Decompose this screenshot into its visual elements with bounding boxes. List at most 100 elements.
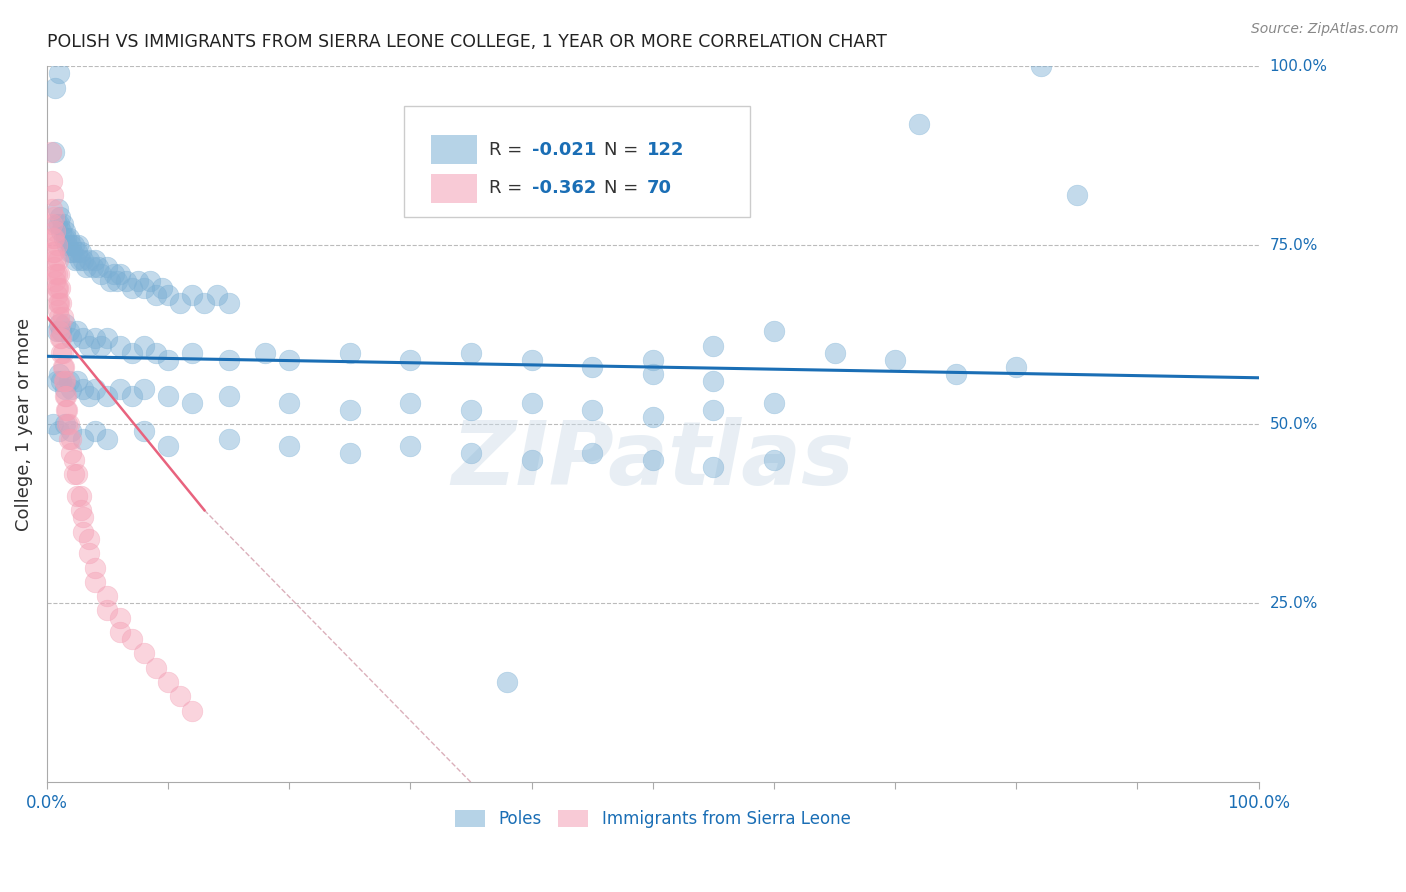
- Point: [69, 245, 91, 260]
- Point: [762, 396, 785, 410]
- Point: [762, 324, 785, 338]
- Point: [52, 359, 75, 374]
- Point: [59, 245, 82, 260]
- Point: [55, 231, 77, 245]
- Point: [53, 375, 76, 389]
- Point: [157, 675, 180, 690]
- Point: [44, 231, 66, 245]
- Point: [127, 274, 149, 288]
- Point: [96, 603, 118, 617]
- Point: [51, 224, 73, 238]
- Point: [278, 396, 301, 410]
- Point: [44, 245, 66, 260]
- Point: [45, 217, 67, 231]
- Point: [108, 338, 131, 352]
- Point: [103, 267, 125, 281]
- Point: [145, 345, 167, 359]
- Point: [1029, 59, 1052, 73]
- Point: [460, 345, 482, 359]
- Point: [63, 252, 86, 267]
- Point: [762, 453, 785, 467]
- Point: [66, 245, 89, 260]
- Point: [42, 245, 65, 260]
- Text: 75.0%: 75.0%: [1270, 238, 1317, 252]
- Point: [108, 267, 131, 281]
- Point: [48, 267, 70, 281]
- Point: [278, 439, 301, 453]
- Point: [48, 367, 70, 381]
- Point: [52, 359, 75, 374]
- Legend: Poles, Immigrants from Sierra Leone: Poles, Immigrants from Sierra Leone: [449, 804, 858, 835]
- Point: [56, 238, 79, 252]
- Point: [84, 382, 107, 396]
- Point: [96, 589, 118, 603]
- Point: [60, 331, 83, 345]
- Point: [399, 439, 422, 453]
- Point: [69, 489, 91, 503]
- Point: [45, 324, 67, 338]
- Point: [53, 389, 76, 403]
- Point: [48, 295, 70, 310]
- Point: [58, 231, 80, 245]
- Point: [253, 345, 276, 359]
- Text: 70: 70: [647, 179, 672, 197]
- Point: [132, 338, 155, 352]
- Point: [46, 302, 69, 317]
- Text: 50.0%: 50.0%: [1270, 417, 1317, 432]
- Point: [51, 324, 73, 338]
- Y-axis label: College, 1 year or more: College, 1 year or more: [15, 318, 32, 531]
- Point: [49, 210, 72, 224]
- Point: [908, 117, 931, 131]
- Point: [44, 80, 66, 95]
- Text: 25.0%: 25.0%: [1270, 596, 1317, 611]
- Point: [218, 352, 240, 367]
- Point: [49, 331, 72, 345]
- Point: [67, 238, 90, 252]
- Point: [181, 704, 204, 718]
- Point: [69, 252, 91, 267]
- Point: [42, 231, 65, 245]
- Point: [105, 274, 128, 288]
- FancyBboxPatch shape: [405, 105, 749, 217]
- Point: [79, 389, 101, 403]
- Point: [824, 345, 846, 359]
- Text: N =: N =: [605, 179, 644, 197]
- Text: ZIPatlas: ZIPatlas: [451, 417, 855, 504]
- Point: [181, 288, 204, 302]
- Point: [72, 252, 94, 267]
- Text: -0.021: -0.021: [531, 141, 596, 159]
- Point: [79, 546, 101, 560]
- Point: [41, 217, 63, 231]
- Point: [41, 202, 63, 217]
- Point: [641, 453, 664, 467]
- Point: [169, 690, 191, 704]
- Point: [62, 238, 84, 252]
- Point: [45, 267, 67, 281]
- Point: [132, 647, 155, 661]
- Text: R =: R =: [489, 141, 529, 159]
- Point: [53, 317, 76, 331]
- Point: [460, 403, 482, 417]
- Point: [46, 281, 69, 295]
- Point: [98, 274, 121, 288]
- Point: [58, 375, 80, 389]
- Point: [42, 188, 65, 202]
- Point: [884, 352, 907, 367]
- Point: [45, 238, 67, 252]
- Point: [702, 403, 724, 417]
- Point: [1066, 188, 1088, 202]
- Text: -0.362: -0.362: [531, 179, 596, 197]
- Point: [60, 425, 83, 439]
- Point: [193, 295, 215, 310]
- Text: 100.0%: 100.0%: [1270, 59, 1327, 74]
- Point: [44, 210, 66, 224]
- Text: POLISH VS IMMIGRANTS FROM SIERRA LEONE COLLEGE, 1 YEAR OR MORE CORRELATION CHART: POLISH VS IMMIGRANTS FROM SIERRA LEONE C…: [46, 33, 887, 51]
- Point: [48, 317, 70, 331]
- Point: [399, 352, 422, 367]
- Point: [945, 367, 967, 381]
- Point: [39, 145, 62, 160]
- Point: [181, 396, 204, 410]
- Text: N =: N =: [605, 141, 644, 159]
- Point: [79, 532, 101, 546]
- Point: [339, 403, 361, 417]
